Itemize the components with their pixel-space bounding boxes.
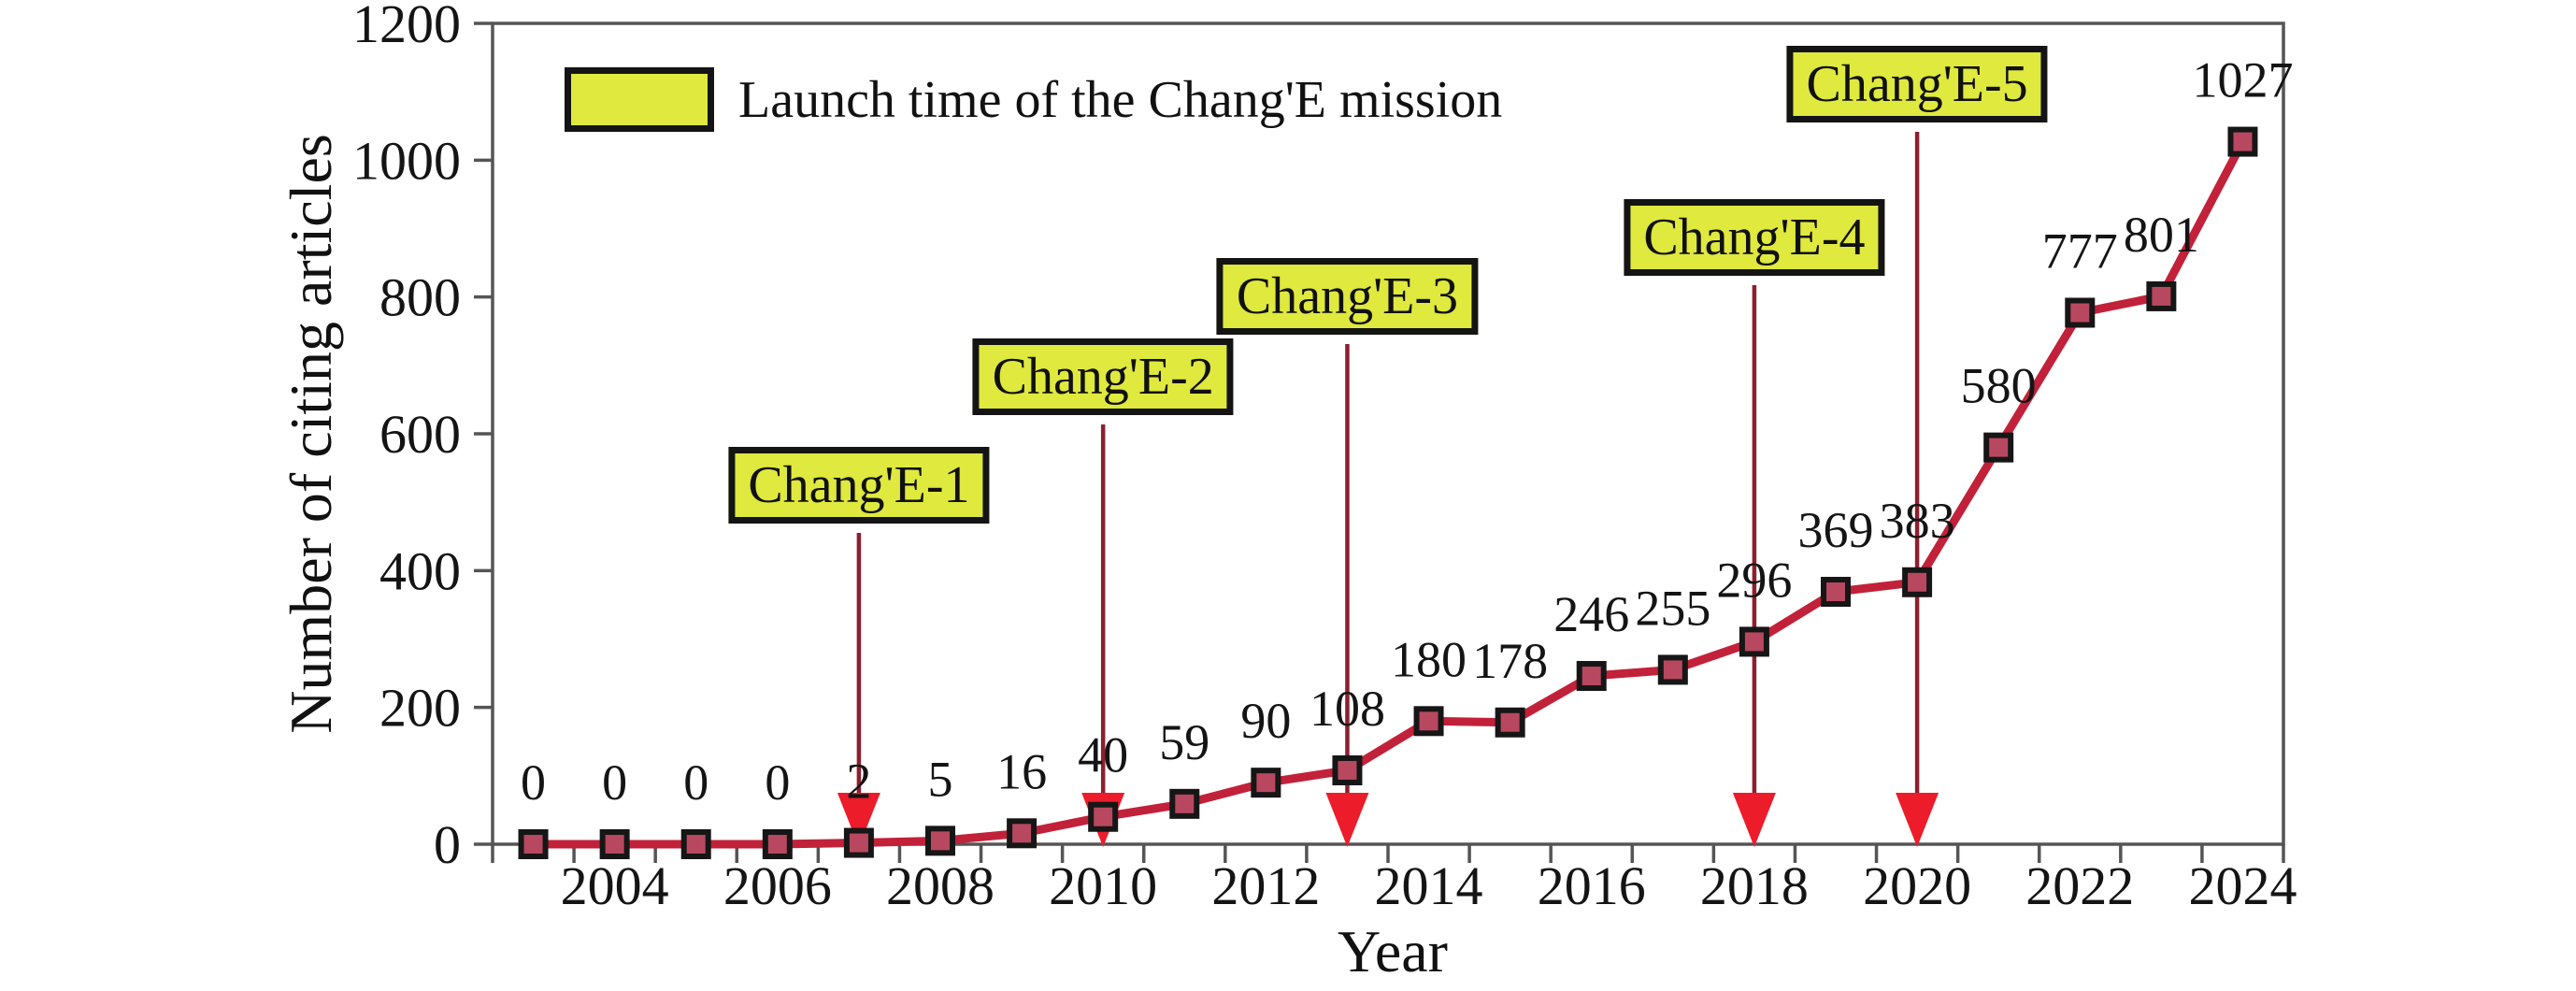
data-point-marker — [2227, 126, 2258, 157]
data-point-label: 0 — [521, 754, 546, 811]
data-point-label: 178 — [1472, 633, 1548, 689]
x-tick-label: 2024 — [2188, 855, 2297, 916]
y-tick-label: 600 — [379, 404, 461, 465]
data-point-marker — [1088, 801, 1119, 832]
data-point-marker — [2065, 297, 2096, 328]
y-tick-label: 1200 — [352, 0, 461, 54]
x-tick-label: 2012 — [1211, 855, 1320, 916]
y-tick-label: 800 — [379, 267, 461, 328]
data-point-label: 369 — [1798, 502, 1874, 558]
data-point-marker — [1495, 707, 1525, 738]
data-point-label: 777 — [2042, 223, 2118, 279]
data-point-marker — [1821, 577, 1851, 608]
y-tick-label: 0 — [434, 814, 461, 875]
annotation-change3-box: Chang'E-3 — [1216, 258, 1479, 336]
plot-frame — [491, 22, 2285, 846]
x-tick-label: 2018 — [1700, 855, 1809, 916]
data-point-marker — [1576, 661, 1607, 692]
data-point-marker — [843, 827, 874, 858]
x-tick-label: 2010 — [1049, 855, 1157, 916]
data-point-label: 580 — [1961, 358, 2037, 414]
data-point-label: 90 — [1240, 693, 1291, 749]
data-point-marker — [1983, 432, 2014, 463]
data-point-marker — [1739, 626, 1769, 657]
data-point-marker — [680, 829, 711, 859]
data-point-label: 59 — [1159, 714, 1209, 770]
data-point-label: 296 — [1716, 552, 1792, 608]
data-point-label: 0 — [765, 754, 790, 811]
x-tick-label: 2022 — [2025, 855, 2134, 916]
x-tick-label: 2006 — [723, 855, 832, 916]
launch-arrow-head-icon — [1732, 793, 1776, 847]
data-point-marker — [518, 829, 549, 859]
annotation-change5-box: Chang'E-5 — [1786, 46, 2048, 123]
data-point-label: 108 — [1309, 681, 1385, 737]
data-point-marker — [762, 829, 793, 859]
data-point-marker — [925, 826, 955, 856]
data-point-marker — [1413, 706, 1444, 737]
launch-arrow-head-icon — [1325, 793, 1369, 847]
data-point-marker — [1007, 818, 1038, 849]
data-point-label: 246 — [1553, 586, 1629, 642]
annotation-change2-box: Chang'E-2 — [972, 338, 1234, 416]
data-point-label: 383 — [1880, 493, 1955, 549]
data-point-label: 180 — [1391, 631, 1467, 687]
data-point-label: 0 — [602, 754, 627, 811]
launch-arrow-head-icon — [837, 793, 880, 847]
legend-label: Launch time of the Chang'E mission — [738, 70, 1503, 129]
data-point-marker — [1251, 768, 1281, 798]
launch-arrow-head-icon — [1896, 793, 1939, 847]
data-point-marker — [1657, 654, 1688, 685]
x-tick-label: 2020 — [1863, 855, 1971, 916]
data-point-label: 801 — [2124, 207, 2199, 263]
data-point-marker — [599, 829, 630, 859]
x-axis-title: Year — [1338, 918, 1448, 984]
data-point-label: 40 — [1078, 727, 1128, 783]
data-point-marker — [2146, 280, 2177, 311]
data-point-marker — [1902, 567, 1933, 597]
x-tick-label: 2004 — [561, 855, 669, 916]
data-point-label: 255 — [1635, 580, 1710, 636]
x-tick-label: 2008 — [886, 855, 995, 916]
citations-line-series — [529, 137, 2247, 849]
y-tick-label: 400 — [379, 540, 461, 601]
x-tick-label: 2014 — [1375, 855, 1483, 916]
data-point-label: 16 — [996, 743, 1047, 799]
y-tick-label: 1000 — [352, 130, 461, 191]
legend-swatch-icon — [565, 67, 714, 132]
annotation-change4-box: Chang'E-4 — [1624, 199, 1885, 277]
annotation-change1-box: Chang'E-1 — [728, 447, 990, 524]
data-point-label: 5 — [928, 751, 953, 807]
data-point-marker — [1332, 754, 1363, 785]
data-point-label: 0 — [683, 754, 708, 811]
data-point-label: 1027 — [2192, 52, 2293, 108]
data-point-label: 2 — [846, 754, 871, 810]
y-tick-label: 200 — [379, 678, 461, 739]
legend: Launch time of the Chang'E mission — [565, 67, 1502, 132]
x-tick-label: 2016 — [1538, 855, 1646, 916]
data-point-marker — [1169, 788, 1200, 819]
y-axis-title: Number of citing articles — [278, 134, 344, 734]
